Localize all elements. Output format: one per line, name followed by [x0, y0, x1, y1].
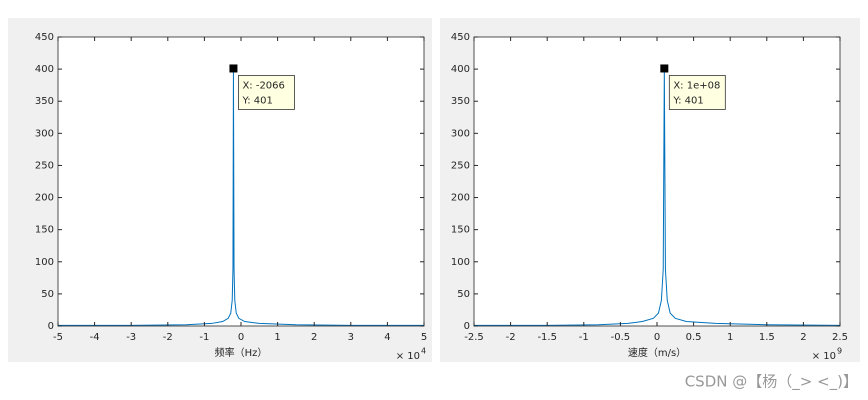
y-tick-label: 200 — [35, 193, 54, 204]
x-tick-label: -4 — [90, 332, 100, 343]
datatip-marker — [660, 64, 669, 73]
x-multiplier: × 10 — [812, 351, 836, 362]
y-tick-label: 350 — [35, 96, 54, 107]
y-tick-label: 150 — [35, 225, 54, 236]
x-tick-label: -3 — [126, 332, 136, 343]
x-tick-label: 5 — [421, 332, 427, 343]
x-multiplier: × 10 — [396, 351, 420, 362]
y-tick-label: 400 — [451, 64, 470, 75]
datatip-y: Y: 401 — [241, 95, 272, 106]
watermark: CSDN @【杨（_> <_)】 — [685, 373, 858, 392]
line — [474, 68, 841, 326]
y-tick-label: 0 — [464, 321, 470, 332]
x-multiplier-exp: 4 — [421, 347, 426, 356]
x-axis-label: 频率（Hz） — [215, 346, 268, 359]
x-tick-label: 0.5 — [686, 332, 702, 343]
x-tick-label: 4 — [384, 332, 390, 343]
plot-area — [474, 37, 840, 326]
x-tick-label: -1 — [199, 332, 209, 343]
y-tick-label: 450 — [35, 32, 54, 43]
y-tick-label: 400 — [35, 64, 54, 75]
x-tick-label: 2.5 — [832, 332, 848, 343]
x-tick-label: 3 — [348, 332, 354, 343]
y-tick-label: 300 — [451, 128, 470, 139]
y-tick-label: 300 — [35, 128, 54, 139]
datatip-x: X: -2066 — [242, 80, 284, 91]
x-multiplier-exp: 9 — [837, 347, 842, 356]
datatip-marker — [229, 64, 238, 73]
y-tick-label: 200 — [451, 193, 470, 204]
x-tick-label: -2 — [163, 332, 173, 343]
x-tick-label: 1 — [274, 332, 280, 343]
x-tick-label: -5 — [53, 332, 63, 343]
datatip-box — [668, 75, 726, 110]
y-tick-label: 250 — [451, 160, 470, 171]
datatip-box — [238, 75, 295, 110]
x-tick-label: 0 — [654, 332, 660, 343]
y-tick-label: 100 — [451, 257, 470, 268]
x-tick-label: -0.5 — [611, 332, 631, 343]
x-tick-label: -1.5 — [537, 332, 557, 343]
datatip-y: Y: 401 — [672, 95, 703, 106]
x-tick-label: 2 — [311, 332, 317, 343]
x-tick-label: 0 — [238, 332, 244, 343]
x-tick-label: -1 — [579, 332, 589, 343]
y-tick-label: 50 — [41, 289, 54, 300]
x-tick-label: -2.5 — [464, 332, 484, 343]
x-tick-label: 1.5 — [759, 332, 775, 343]
datatip-x: X: 1e+08 — [673, 80, 720, 91]
y-tick-label: 50 — [457, 289, 470, 300]
y-tick-label: 100 — [35, 257, 54, 268]
y-tick-label: 0 — [48, 321, 54, 332]
y-tick-label: 450 — [451, 32, 470, 43]
y-tick-label: 350 — [451, 96, 470, 107]
y-tick-label: 250 — [35, 160, 54, 171]
x-axis-label: 速度（m/s） — [628, 346, 686, 359]
x-tick-label: 1 — [727, 332, 733, 343]
x-tick-label: 2 — [800, 332, 806, 343]
y-tick-label: 150 — [451, 225, 470, 236]
x-tick-label: -2 — [506, 332, 516, 343]
